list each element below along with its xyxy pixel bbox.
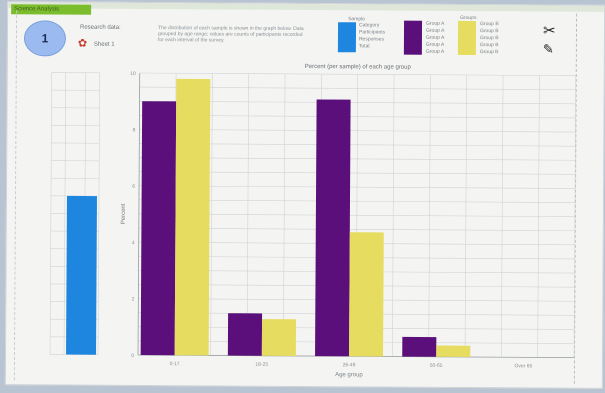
gridline-vertical — [392, 74, 395, 357]
y-axis-label: Percent — [121, 203, 127, 224]
left-gridline-vertical — [97, 72, 101, 355]
gridline-vertical — [210, 73, 213, 356]
y-tick-label: 4 — [132, 240, 135, 246]
bar-group-b — [261, 319, 297, 356]
y-tick-label: 0 — [131, 353, 134, 359]
gridline-vertical — [537, 75, 540, 358]
bar-group-a — [227, 313, 263, 356]
y-tick-label: 2 — [132, 297, 135, 303]
left-gridline-vertical — [49, 72, 53, 355]
bar-charts: Percent (per sample) of each age group 0 2… — [49, 64, 577, 378]
chart-title: Percent (per sample) of each age group — [305, 64, 412, 71]
y-tick-label: 6 — [132, 184, 135, 190]
x-tick-label: 50-65 — [430, 363, 443, 369]
gridline-vertical — [501, 75, 504, 358]
y-tick-label: 10 — [130, 71, 136, 77]
gridline-vertical — [283, 73, 286, 356]
bar-group-a — [402, 336, 437, 357]
gridline-vertical — [464, 74, 468, 357]
left-gridline-vertical — [63, 72, 67, 355]
gridline-vertical — [246, 73, 250, 356]
x-tick-label: Over 65 — [514, 363, 532, 369]
x-tick-label: 18-25 — [255, 362, 268, 368]
bar-group-b — [436, 345, 471, 358]
x-tick-label: 0-17 — [170, 361, 180, 367]
y-axis — [137, 72, 141, 355]
bar-group-b — [349, 232, 384, 357]
gridline-vertical — [573, 75, 577, 358]
y-tick-label: 8 — [133, 127, 136, 133]
bar-group-a — [315, 99, 351, 357]
bar-group-a — [140, 101, 177, 356]
x-axis-label: Age group — [335, 372, 363, 378]
x-tick-label: 26-49 — [343, 362, 356, 368]
gridline-vertical — [428, 74, 431, 357]
left-bar — [66, 195, 97, 355]
bar-group-b — [174, 78, 211, 356]
worksheet: Science Analysis 1 Research data: ✿ Shee… — [4, 1, 605, 389]
